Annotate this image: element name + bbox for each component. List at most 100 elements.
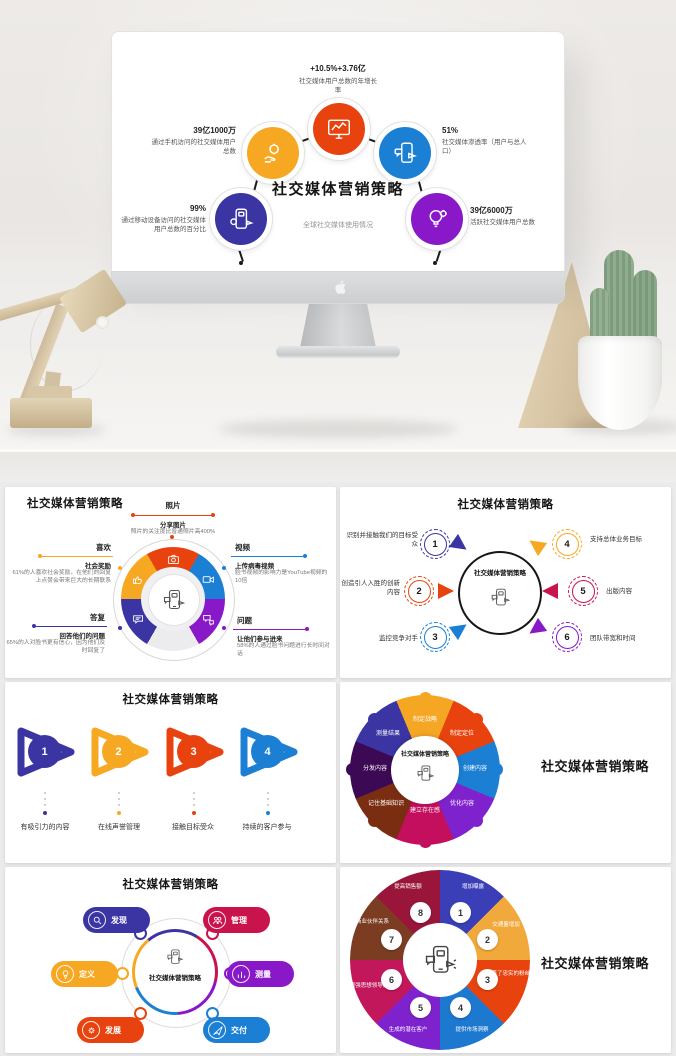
stem-end-dot bbox=[43, 811, 47, 815]
dashed-ring bbox=[420, 529, 450, 559]
callout-dot bbox=[305, 627, 309, 631]
slide-thumb-wheel-callouts[interactable]: 社交媒体营销策略 照片 分享图片 照片的关注度比普通照片高400% 喜欢 社会奖… bbox=[5, 487, 336, 678]
pinwheel-hub bbox=[403, 923, 477, 997]
step-number: 6 bbox=[555, 625, 579, 649]
slide-title: 社交媒体营销策略 bbox=[540, 956, 649, 971]
pill-label: 定义 bbox=[79, 969, 95, 979]
step-number: 1 bbox=[28, 735, 61, 768]
pill-deliver: 交付 bbox=[203, 1017, 270, 1043]
center-label: 社交媒体营销策略 bbox=[149, 975, 201, 982]
stem-end-dot bbox=[117, 811, 121, 815]
petal-label: 增强思想领导力 bbox=[349, 983, 389, 989]
pill-define: 定义 bbox=[51, 961, 118, 987]
petal-number: 3 bbox=[477, 969, 498, 990]
step-label: 接触目标受众 bbox=[172, 824, 214, 831]
puzzle-bump bbox=[346, 763, 359, 776]
callout-desc: 65%的人对脸书更有信心，因为他们及时回复了 bbox=[6, 640, 105, 655]
stat-value: +10.5%+3.76亿 bbox=[310, 64, 366, 73]
segment-label: 记住基础知识 bbox=[367, 801, 404, 807]
stem-dot bbox=[118, 804, 120, 806]
callout-line bbox=[133, 515, 213, 516]
connector-ring bbox=[134, 1007, 147, 1020]
callout-sub: 让他们参与进来 bbox=[237, 636, 283, 643]
petal-label: 发展商业伙伴关系 bbox=[344, 919, 389, 925]
step-number: 2 bbox=[407, 579, 431, 603]
desk-front-face bbox=[0, 452, 676, 482]
callout-heading: 照片 bbox=[165, 501, 181, 510]
step-label: 创造引人入胜的创新内容 bbox=[341, 580, 401, 597]
stem-dot bbox=[193, 804, 195, 806]
pill-label: 发展 bbox=[105, 1025, 121, 1035]
step-circle-6: 6 bbox=[552, 622, 582, 652]
step-circle-3: 3 bbox=[420, 622, 450, 652]
arrow-triangle bbox=[448, 617, 472, 641]
stat-circle-growth bbox=[307, 97, 371, 161]
thumb-icon bbox=[133, 576, 142, 585]
step-label: 支持总体业务目标 bbox=[590, 536, 642, 543]
stem-dot bbox=[193, 792, 195, 794]
petal-label: 培养了忠实的粉丝 bbox=[486, 971, 531, 977]
apple-logo-icon bbox=[335, 280, 345, 294]
step-circle-1: 1 bbox=[420, 529, 450, 559]
bulb-icon bbox=[56, 965, 74, 983]
arrow-step-2: 2 bbox=[83, 722, 155, 782]
stem-end-dot bbox=[266, 811, 270, 815]
connector-dot bbox=[433, 261, 437, 265]
step-number: 3 bbox=[177, 735, 210, 768]
callout-heading: 问题 bbox=[237, 616, 252, 625]
callout-desc: 脸书视频的影响力是YouTube视频的10倍 bbox=[235, 570, 328, 585]
step-label: 有吸引力的内容 bbox=[20, 824, 70, 831]
arrow-triangle bbox=[524, 533, 548, 557]
slide-thumb-pinwheel[interactable]: 1 2 3 4 5 6 7 8 增加曝露 交通量增加 培养了忠实的粉丝 提供市场… bbox=[340, 867, 671, 1053]
petal-number: 6 bbox=[381, 969, 402, 990]
dashed-ring bbox=[552, 529, 582, 559]
stat-value: 51% bbox=[442, 126, 459, 135]
stat-value: 39亿6000万 bbox=[470, 206, 513, 215]
connector-dot bbox=[239, 261, 243, 265]
callout-dot bbox=[211, 513, 215, 517]
step-number: 4 bbox=[555, 532, 579, 556]
petal-label: 生成的潜在客户 bbox=[388, 1027, 428, 1033]
arrow-step-4: 4 bbox=[232, 722, 304, 782]
pill-measure: 测量 bbox=[227, 961, 294, 987]
social-phone-icon bbox=[417, 765, 435, 781]
dashed-ring bbox=[404, 576, 434, 606]
qa-icon bbox=[203, 614, 214, 626]
callout-dot bbox=[303, 554, 307, 558]
callout-dot bbox=[32, 624, 36, 628]
wheel-node-dot bbox=[118, 566, 122, 570]
center-label: 社交媒体营销策略 bbox=[474, 570, 526, 577]
step-number: 5 bbox=[571, 579, 595, 603]
reply-icon bbox=[133, 615, 144, 624]
lamp-bulb bbox=[96, 316, 109, 329]
pill-label: 测量 bbox=[255, 969, 271, 979]
step-number: 4 bbox=[251, 735, 284, 768]
step-label: 监控竞争对手 bbox=[379, 635, 418, 642]
callout-line bbox=[231, 556, 303, 557]
wheel-outer-ring bbox=[113, 539, 235, 661]
callout-line bbox=[35, 626, 107, 627]
callout-dot bbox=[131, 513, 135, 517]
stem-dot bbox=[118, 798, 120, 800]
slide-thumb-six-pills[interactable]: 社交媒体营销策略 社交媒体营销策略 发现 管理 定义 测量 bbox=[5, 867, 336, 1053]
petal-label: 提高销售额 bbox=[394, 884, 422, 890]
petal-number: 5 bbox=[410, 997, 431, 1018]
send-icon bbox=[208, 1021, 226, 1039]
callout-heading: 喜欢 bbox=[96, 543, 111, 552]
slide-thumb-four-arrows[interactable]: 社交媒体营销策略 1 2 3 4 bbox=[5, 682, 336, 863]
slide-thumb-six-steps[interactable]: 社交媒体营销策略 社交媒体营销策略 1 2 3 4 5 6 识别并接触我们的目标… bbox=[340, 487, 671, 678]
dashed-ring bbox=[568, 576, 598, 606]
stat-desc: 社交媒体用户总数的年增长率 bbox=[299, 78, 377, 94]
monitor-slide[interactable]: +10.5%+3.76亿 社交媒体用户总数的年增长率 39亿1000万 通过手机… bbox=[112, 32, 564, 272]
step-label: 在线声誉管理 bbox=[98, 824, 140, 831]
step-label: 持续的客户参与 bbox=[242, 824, 292, 831]
social-phone-icon bbox=[167, 949, 184, 964]
arrow-step-3: 3 bbox=[158, 722, 230, 782]
slide-title: 社交媒体营销策略 bbox=[540, 759, 649, 774]
pill-label: 交付 bbox=[231, 1025, 247, 1035]
stat-active-users: 39亿6000万 活跃社交媒体用户总数 bbox=[470, 206, 564, 228]
slide-thumb-puzzle-wheel[interactable]: 制定战略 制定定位 创建内容 优化内容 建立存在感 记住基础知识 分发内容 测量… bbox=[340, 682, 671, 863]
segment-label: 建立存在感 bbox=[410, 808, 441, 814]
stat-desc: 通过移动设备访问的社交媒体用户总数的百分比 bbox=[121, 216, 207, 233]
